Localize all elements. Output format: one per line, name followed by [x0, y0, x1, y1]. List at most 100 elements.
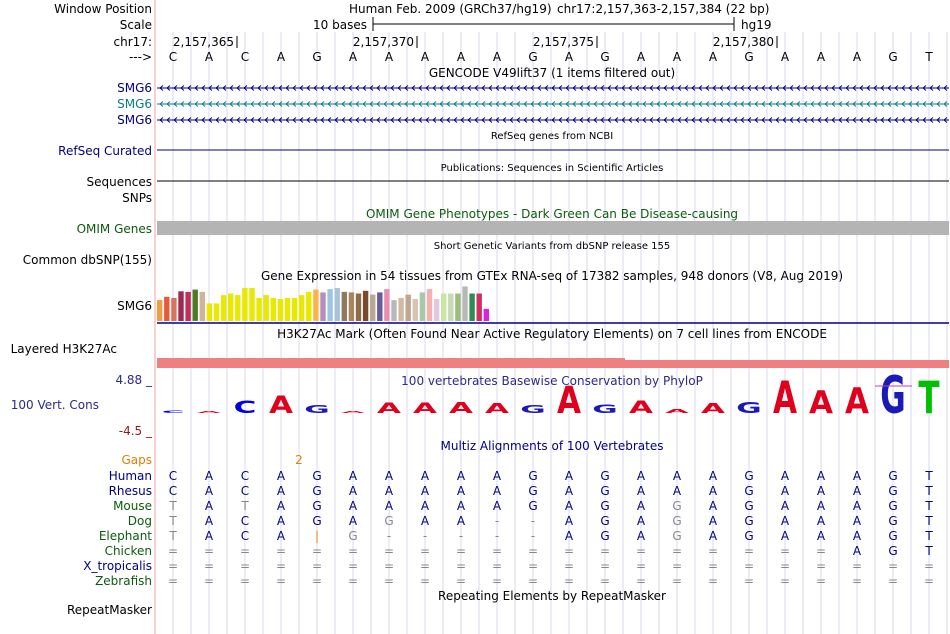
gtex-tissue-bar[interactable] — [334, 288, 340, 321]
gtex-tissue-bar[interactable] — [313, 289, 319, 321]
gencode-gene-label[interactable]: SMG6 — [117, 81, 152, 95]
gtex-tissue-bar[interactable] — [213, 303, 220, 321]
gtex-tissue-bar[interactable] — [455, 293, 461, 322]
gtex-tissue-bar[interactable] — [327, 289, 333, 321]
gtex-tissue-bar[interactable] — [426, 289, 433, 321]
multiz-species-label[interactable]: X_tropicalis — [83, 559, 152, 573]
repeatmasker-label[interactable]: RepeatMasker — [67, 603, 152, 617]
gtex-tissue-bar[interactable] — [263, 295, 269, 321]
conservation-track[interactable]: 100 vertebrates Basewise Conservation by… — [11, 366, 940, 438]
gtex-tissue-bar[interactable] — [185, 291, 191, 322]
multiz-base: T — [924, 469, 933, 483]
gtex-tissue-bar[interactable] — [235, 295, 241, 321]
omim-label[interactable]: OMIM Genes — [77, 222, 152, 236]
refseq-track[interactable]: RefSeq genes from NCBI RefSeq Curated — [58, 131, 949, 158]
gencode-transcripts[interactable]: SMG6 SMG6 SMG6 — [117, 81, 949, 127]
gtex-tissue-bar[interactable] — [398, 297, 404, 321]
gencode-gene-label[interactable]: SMG6 — [117, 97, 152, 111]
ruler-track[interactable]: Window Position Human Feb. 2009 (GRCh37/… — [54, 2, 933, 64]
dbsnp-track[interactable]: Short Genetic Variants from dbSNP releas… — [23, 241, 670, 267]
gtex-tissue-bar[interactable] — [171, 297, 177, 321]
h3k27ac-track[interactable]: H3K27Ac Mark (Often Found Near Active Re… — [11, 327, 949, 368]
gtex-tissue-bar[interactable] — [242, 288, 248, 321]
gtex-tissue-bar[interactable] — [277, 299, 284, 321]
repeatmasker-track[interactable]: Repeating Elements by RepeatMasker Repea… — [67, 589, 666, 617]
gtex-tissue-bar[interactable] — [192, 289, 198, 321]
strand-arrow-icon — [691, 117, 696, 123]
h3k27ac-signal-left[interactable] — [157, 358, 625, 368]
gtex-tissue-bar[interactable] — [384, 289, 390, 321]
gtex-tissue-bar[interactable] — [299, 295, 305, 321]
gtex-tissue-bar[interactable] — [348, 292, 355, 321]
gtex-tissue-bar[interactable] — [462, 286, 468, 321]
gtex-tissue-bar[interactable] — [469, 293, 475, 322]
gtex-tissue-bar[interactable] — [412, 299, 418, 321]
strand-arrow-icon — [194, 117, 199, 123]
gtex-tissue-bar[interactable] — [448, 293, 454, 322]
sequences-label[interactable]: Sequences — [87, 175, 152, 189]
gtex-tissue-bar[interactable] — [199, 291, 205, 322]
gtex-tissue-bar[interactable] — [362, 290, 369, 322]
conservation-label[interactable]: 100 Vert. Cons — [11, 398, 99, 412]
gtex-tissue-bar[interactable] — [220, 295, 227, 321]
snps-label[interactable]: SNPs — [122, 191, 152, 205]
strand-arrow-icon — [180, 101, 185, 107]
multiz-base: A — [817, 469, 826, 483]
h3k27ac-signal-right[interactable] — [625, 360, 949, 368]
multiz-species-label[interactable]: Rhesus — [109, 484, 152, 498]
gencode-track[interactable]: GENCODE V49lift37 (1 items filtered out)… — [117, 66, 949, 127]
gtex-track[interactable]: Gene Expression in 54 tissues from GTEx … — [117, 269, 949, 324]
gtex-tissue-bar[interactable] — [306, 291, 312, 322]
omim-track[interactable]: OMIM Gene Phenotypes - Dark Green Can Be… — [77, 207, 949, 236]
gtex-tissue-bar[interactable] — [164, 296, 170, 321]
strand-arrow-icon — [922, 101, 927, 107]
gtex-tissue-bar[interactable] — [157, 300, 163, 321]
omim-feature-bar[interactable] — [157, 221, 949, 235]
strand-arrow-icon — [677, 85, 682, 91]
gtex-gene-label[interactable]: SMG6 — [117, 299, 152, 313]
multiz-species-label[interactable]: Elephant — [99, 529, 152, 543]
gtex-tissue-bar[interactable] — [291, 297, 298, 321]
strand-arrow-icon — [880, 85, 885, 91]
gtex-tissue-bar[interactable] — [249, 288, 255, 321]
strand-arrow-icon — [551, 85, 556, 91]
gtex-tissue-bar[interactable] — [391, 300, 397, 321]
refseq-label[interactable]: RefSeq Curated — [58, 144, 152, 158]
publications-track[interactable]: Publications: Sequences in Scientific Ar… — [87, 163, 949, 205]
multiz-species-label[interactable]: Human — [109, 469, 152, 483]
gtex-tissue-bar[interactable] — [228, 293, 234, 322]
dbsnp-label[interactable]: Common dbSNP(155) — [23, 253, 152, 267]
gtex-expression-bars[interactable] — [157, 286, 489, 322]
gtex-tissue-bar[interactable] — [476, 293, 482, 322]
multiz-species-label[interactable]: Dog — [128, 514, 152, 528]
gtex-tissue-bar[interactable] — [206, 303, 213, 321]
multiz-species-label[interactable]: Chicken — [105, 544, 152, 558]
gtex-tissue-bar[interactable] — [320, 292, 326, 321]
multiz-base: A — [637, 529, 646, 543]
gtex-tissue-bar[interactable] — [370, 294, 376, 321]
multiz-base: G — [888, 514, 897, 528]
gtex-tissue-bar[interactable] — [270, 297, 276, 321]
coordinate-label: 2,157,375 — [533, 35, 594, 49]
multiz-species-label[interactable]: Mouse — [113, 499, 152, 513]
multiz-track[interactable]: Multiz Alignments of 100 Vertebrates Gap… — [83, 439, 934, 588]
h3k27ac-label[interactable]: Layered H3K27Ac — [11, 342, 117, 356]
gtex-tissue-bar[interactable] — [419, 292, 426, 321]
gencode-gene-label[interactable]: SMG6 — [117, 113, 152, 127]
gtex-tissue-bar[interactable] — [355, 293, 362, 322]
gtex-tissue-bar[interactable] — [341, 291, 347, 322]
gtex-tissue-bar[interactable] — [441, 293, 447, 322]
multiz-species-label[interactable]: Zebrafish — [95, 574, 152, 588]
gtex-tissue-bar[interactable] — [377, 292, 383, 321]
gtex-tissue-bar[interactable] — [178, 291, 184, 321]
multiz-base: A — [637, 469, 646, 483]
strand-arrow-icon — [376, 117, 381, 123]
strand-arrow-icon — [404, 101, 409, 107]
gtex-tissue-bar[interactable] — [405, 294, 411, 321]
gtex-tissue-bar[interactable] — [483, 308, 489, 321]
gtex-tissue-bar[interactable] — [433, 299, 440, 321]
gtex-tissue-bar[interactable] — [284, 297, 291, 321]
gtex-tissue-bar[interactable] — [256, 297, 262, 321]
